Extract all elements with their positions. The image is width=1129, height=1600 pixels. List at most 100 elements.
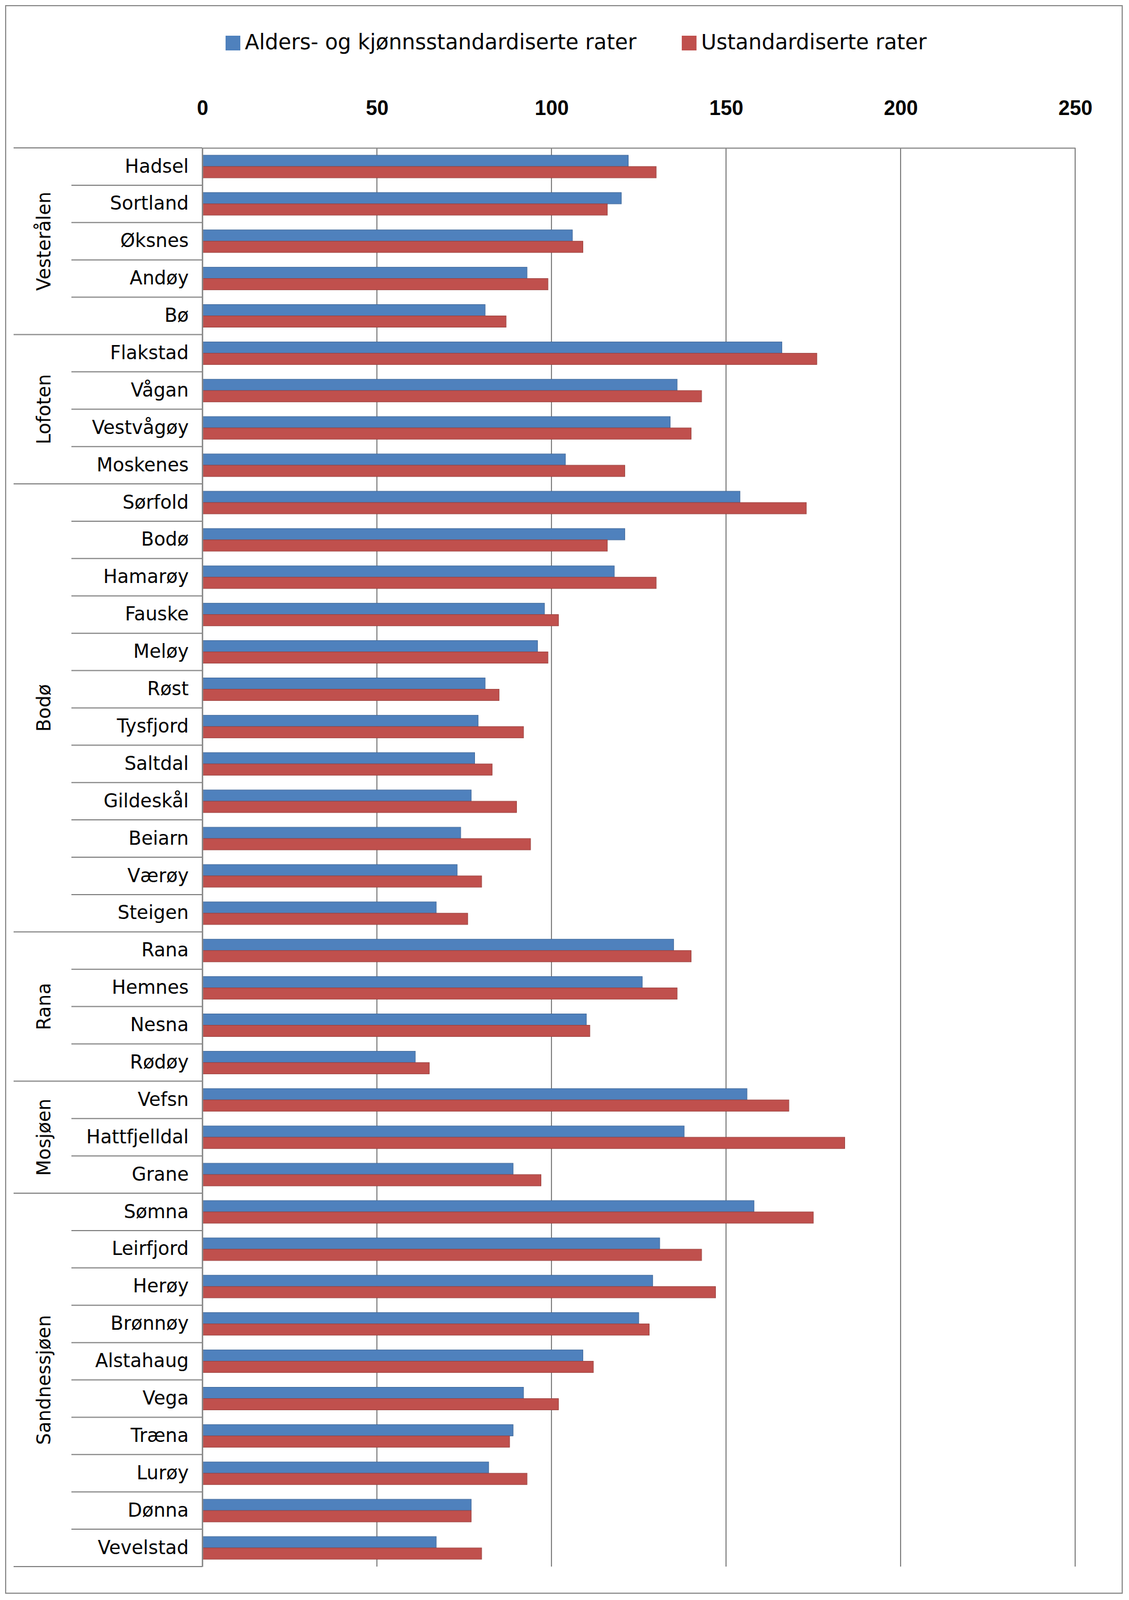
bar bbox=[202, 764, 492, 776]
row-separator bbox=[13, 147, 203, 149]
tick: Træna bbox=[130, 1424, 203, 1447]
group-label: Vesterålen bbox=[32, 191, 55, 291]
category-label: Lurøy bbox=[136, 1462, 189, 1485]
bar bbox=[202, 304, 486, 317]
category-label: Herøy bbox=[133, 1275, 189, 1298]
category-label: Moskenes bbox=[96, 453, 189, 477]
bar bbox=[202, 1436, 510, 1448]
tick: Hattfjelldal bbox=[86, 1126, 203, 1149]
tick: Rødøy bbox=[129, 1051, 203, 1074]
bar bbox=[202, 876, 482, 888]
category-label: Vågan bbox=[130, 379, 189, 402]
bar bbox=[202, 641, 538, 653]
tick: 0 bbox=[196, 96, 209, 148]
bar bbox=[202, 1398, 559, 1411]
bar bbox=[202, 1462, 489, 1474]
category-label: Hadsel bbox=[124, 155, 189, 178]
bar bbox=[202, 689, 500, 701]
axis-line bbox=[202, 147, 1076, 150]
bar bbox=[202, 1025, 591, 1038]
row-separator bbox=[71, 520, 203, 522]
category-label: Gildeskål bbox=[103, 790, 189, 813]
category-label: Røst bbox=[147, 677, 189, 700]
row-separator bbox=[71, 1155, 203, 1157]
row-separator bbox=[71, 1118, 203, 1120]
x-axis: 050100150200250 bbox=[196, 96, 1093, 149]
tick: Tysfjord bbox=[116, 715, 203, 738]
row-separator bbox=[13, 483, 203, 485]
category-label: Leirfjord bbox=[111, 1237, 189, 1260]
bar bbox=[202, 491, 741, 503]
bar bbox=[202, 1324, 649, 1336]
row-separators bbox=[13, 147, 203, 1568]
category-label: Rødøy bbox=[129, 1051, 189, 1074]
row-separator bbox=[71, 1305, 203, 1307]
bar bbox=[202, 838, 531, 851]
tick: Gildeskål bbox=[103, 790, 203, 813]
bar bbox=[202, 1473, 528, 1485]
row-separator bbox=[71, 1380, 203, 1382]
category-label: Sortland bbox=[109, 192, 189, 215]
category-label: Bodø bbox=[141, 528, 189, 551]
tick-label: 150 bbox=[709, 96, 744, 120]
group-label: Bodø bbox=[32, 684, 55, 732]
bar bbox=[202, 416, 670, 428]
tick: Brønnøy bbox=[110, 1312, 203, 1335]
bar bbox=[202, 1137, 845, 1149]
bar bbox=[202, 902, 437, 914]
bar bbox=[202, 1174, 542, 1187]
bar bbox=[202, 1548, 482, 1560]
tick: Sømna bbox=[124, 1200, 203, 1224]
tick: Fauske bbox=[124, 603, 203, 626]
bar bbox=[202, 801, 517, 813]
tick: 100 bbox=[534, 96, 569, 148]
chart: 050100150200250HadselSortlandØksnesAndøy… bbox=[0, 0, 1129, 1600]
row-separator bbox=[71, 1342, 203, 1344]
bar bbox=[202, 1511, 471, 1523]
series bbox=[202, 166, 845, 1560]
bar bbox=[202, 1163, 513, 1175]
category-label: Hamarøy bbox=[103, 565, 189, 588]
bar bbox=[202, 790, 471, 802]
tick: 250 bbox=[1058, 96, 1093, 148]
tick-label: 0 bbox=[196, 96, 209, 120]
tick-label: 250 bbox=[1058, 96, 1093, 120]
bar bbox=[202, 1238, 660, 1250]
tick: Steigen bbox=[117, 901, 203, 924]
bar bbox=[202, 1249, 702, 1262]
bar bbox=[202, 453, 566, 466]
axis-line bbox=[202, 148, 204, 1568]
bar bbox=[202, 267, 528, 279]
bar bbox=[202, 390, 702, 402]
grid bbox=[202, 147, 1076, 1568]
bar bbox=[202, 726, 524, 738]
tick: Sørfold bbox=[122, 491, 203, 514]
row-separator bbox=[71, 1006, 203, 1008]
bar bbox=[202, 1275, 653, 1288]
bar bbox=[202, 827, 461, 839]
tick: Vestvågøy bbox=[91, 416, 203, 439]
tick: Vefsn bbox=[137, 1088, 203, 1111]
category-label: Sømna bbox=[124, 1200, 189, 1224]
legend-swatch bbox=[681, 35, 697, 51]
row-separator bbox=[71, 1043, 203, 1045]
bar bbox=[202, 241, 583, 253]
tick: Bø bbox=[164, 304, 203, 327]
row-separator bbox=[71, 894, 203, 896]
bar bbox=[202, 502, 807, 515]
legend-item: Alders- og kjønnsstandardiserte rater bbox=[225, 30, 638, 55]
bar bbox=[202, 341, 783, 354]
bar bbox=[202, 1212, 814, 1224]
tick: Vevelstad bbox=[97, 1537, 203, 1560]
bar bbox=[202, 951, 691, 963]
tick-label: 200 bbox=[883, 96, 918, 120]
category-label: Øksnes bbox=[120, 229, 189, 252]
row-separator bbox=[13, 1080, 203, 1082]
row-separator bbox=[71, 408, 203, 410]
row-separator bbox=[71, 782, 203, 784]
bar bbox=[202, 1088, 747, 1101]
bar bbox=[202, 913, 468, 925]
bar bbox=[202, 1051, 416, 1063]
bar bbox=[202, 577, 657, 589]
row-separator bbox=[13, 1193, 203, 1195]
